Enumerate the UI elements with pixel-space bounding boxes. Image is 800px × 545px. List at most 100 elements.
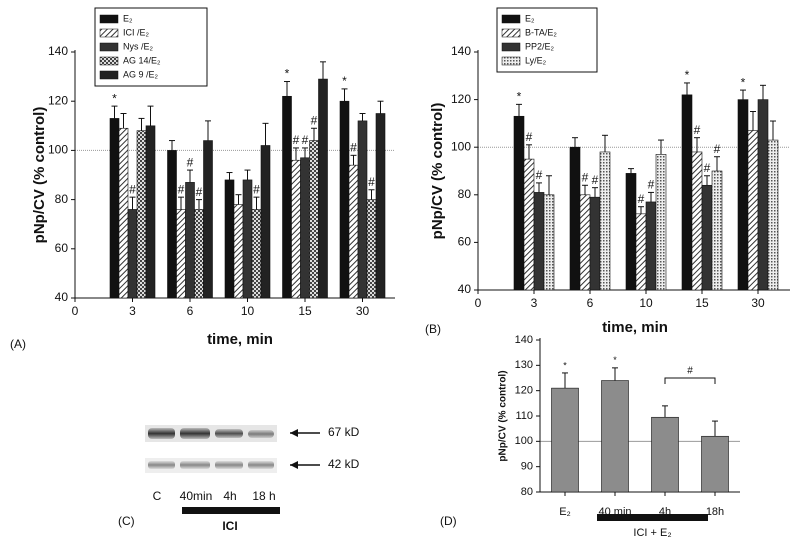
legend-label: PP2/E₂ [525,41,555,51]
bar [747,130,759,291]
bar [282,95,292,299]
x-tick-label: 15 [695,296,709,310]
x-axis-title: time, min [207,331,273,348]
bar [233,204,244,299]
legend-label: E₂ [525,13,535,23]
bar [127,209,138,299]
y-tick-label: 90 [521,461,533,473]
bar [167,150,177,299]
bar [185,182,195,299]
significance-mark: * [517,90,522,104]
significance-mark: # [253,182,260,196]
significance-mark: # [714,142,721,156]
bar [655,154,667,291]
legend-label: ICI /E₂ [123,27,150,37]
bar [701,184,713,291]
significance-mark: # [592,173,599,187]
bar [348,164,359,299]
significance-mark: # [638,192,645,206]
blot-band [248,430,274,438]
blot-band [180,461,210,469]
x-tick-label: 3 [531,296,538,310]
significance-mark: # [129,182,136,196]
legend-swatch [99,28,119,38]
significance-mark: # [694,123,701,137]
legend-swatch [501,28,521,38]
blot-band [148,428,175,439]
x-tick-label: 30 [356,304,370,318]
lane-label: 40min [180,489,213,503]
legend-label: AG 9 /E₂ [123,69,159,79]
legend-swatch [501,56,521,66]
bar [681,94,693,291]
panel-label: (C) [118,514,135,528]
x-axis-title: time, min [602,319,668,336]
y-tick-label: 100 [48,143,68,157]
bar [318,78,328,299]
x-tick-label: 0 [475,296,482,310]
bar [579,194,591,291]
significance-mark: # [311,113,318,127]
y-tick-label: 100 [515,435,533,447]
y-axis-title: pNp/CV (% control) [31,107,48,244]
bar [645,201,657,291]
x-tick-label: 6 [187,304,194,318]
legend-label: E₂ [123,13,133,23]
significance-mark: * [112,91,117,105]
bar [651,416,679,493]
significance-mark: # [687,366,693,377]
treatment-bar [182,507,280,514]
significance-mark: * [613,355,617,365]
panel-label: (D) [440,514,457,528]
legend-swatch [99,14,119,24]
significance-mark: # [704,161,711,175]
bar [176,209,186,299]
bar [118,127,129,299]
significance-mark: # [648,178,655,192]
lane-label: 18 h [252,489,275,503]
bar [701,435,729,493]
bar [109,118,120,299]
bar [339,100,350,299]
significance-mark: # [178,182,185,196]
x-tick-label: 18h [706,506,724,518]
bar [711,170,723,291]
significance-mark: # [187,155,194,169]
bar [551,387,579,493]
bar [224,179,235,299]
y-tick-label: 40 [55,290,69,304]
blot-band [215,429,243,438]
bar [523,158,535,291]
bar [251,209,262,299]
significance-mark: # [293,133,300,147]
comparison-bracket [664,377,716,384]
bar [260,145,271,299]
bar [194,209,204,299]
blot-band [148,461,175,469]
bar [599,151,611,291]
y-tick-label: 60 [55,241,69,255]
significance-mark: * [685,68,690,82]
significance-mark: # [302,133,309,147]
y-tick-label: 120 [515,385,533,397]
x-tick-label: 30 [751,296,765,310]
x-tick-label: 10 [639,296,653,310]
significance-mark: # [582,170,589,184]
y-tick-label: 140 [451,44,471,58]
significance-mark: # [196,185,203,199]
bar [589,196,601,291]
treatment-label: ICI + E₂ [633,527,671,539]
arrow-head [290,461,298,469]
legend-swatch [501,14,521,24]
bar [357,120,368,299]
y-tick-label: 40 [458,282,472,296]
band-label: 42 kD [328,457,360,471]
bar [625,173,637,291]
bar [569,146,581,291]
legend-label: Nys /E₂ [123,41,154,51]
significance-mark: # [350,140,357,154]
arrow-head [290,429,298,437]
significance-mark: * [563,360,567,370]
y-axis-title: pNp/CV (% control) [429,103,446,240]
significance-mark: # [368,175,375,189]
